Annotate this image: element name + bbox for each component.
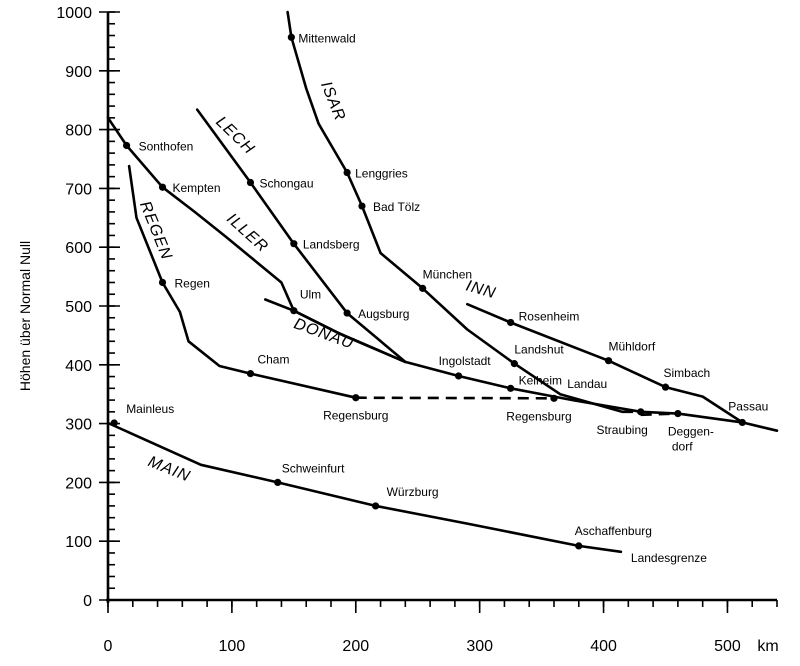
town-label: Landesgrenze (631, 551, 707, 565)
town-label: Aschaffenburg (575, 524, 652, 538)
town-label: Straubing (596, 423, 647, 437)
town-label: Landshut (514, 343, 564, 357)
town-label: Mittenwald (298, 31, 355, 45)
river-name-label: ISAR (317, 79, 348, 124)
town-label: Regen (175, 276, 210, 290)
town-marker (246, 370, 255, 378)
town-marker (372, 502, 380, 510)
town-marker (419, 284, 427, 292)
town-marker (674, 410, 682, 418)
town-marker (274, 478, 282, 486)
town-label: Simbach (664, 366, 711, 380)
town-label: München (423, 267, 472, 281)
river-name-label: DONAU (291, 315, 356, 352)
town-marker (507, 318, 515, 327)
town-marker (637, 408, 645, 416)
town-marker (290, 307, 298, 315)
town-label: Bad Tölz (373, 200, 420, 214)
town-label: Landau (567, 377, 607, 391)
town-label: Mühldorf (609, 340, 656, 354)
town-label: Schweinfurt (282, 461, 345, 475)
y-tick-label: 100 (65, 534, 92, 551)
river-line-regen (127, 164, 252, 375)
town-marker (287, 33, 295, 41)
river-name-label: ILLER (223, 210, 271, 256)
labels: ISARLECHILLERREGENDONAUINNMAINMittenwald… (126, 31, 768, 565)
y-tick-label: 900 (65, 64, 92, 81)
town-marker (122, 141, 131, 150)
x-tick-label: 400 (590, 638, 617, 655)
town-label: Schongau (259, 177, 313, 191)
town-marker (158, 278, 167, 287)
y-tick-label: 1000 (56, 5, 92, 22)
town-label: Ulm (300, 288, 321, 302)
town-label: Kelheim (519, 373, 562, 387)
town-label: Passau (728, 399, 768, 413)
town-label: Kempten (173, 181, 221, 195)
town-label: Regensburg (506, 409, 571, 423)
y-tick-label: 400 (65, 358, 92, 375)
x-tick-label: 500 (714, 638, 741, 655)
town-label: Würzburg (387, 485, 439, 499)
town-marker (661, 383, 670, 391)
town-label: Lenggries (355, 167, 408, 181)
y-axis-title: Höhen über Normal Null (17, 241, 33, 391)
town-marker (290, 240, 298, 248)
town-markers (110, 33, 746, 550)
town-marker (604, 357, 613, 365)
town-marker (455, 372, 463, 380)
river-line-inn (465, 302, 744, 424)
town-marker (550, 394, 558, 402)
dashed-connector (355, 396, 555, 400)
x-tick-label: 200 (342, 638, 369, 655)
town-label: Regensburg (323, 409, 388, 423)
town-label: dorf (672, 440, 693, 454)
town-label: Rosenheim (519, 309, 580, 323)
river-line-donau-regen (249, 372, 358, 400)
town-marker (343, 168, 351, 177)
town-marker (110, 419, 118, 427)
river-name-label: LECH (212, 113, 257, 158)
town-label: Landsberg (303, 238, 360, 252)
y-tick-label: 700 (65, 181, 92, 198)
town-marker (343, 309, 351, 317)
town-label: Mainleus (126, 402, 174, 416)
town-marker (358, 202, 366, 210)
town-marker (738, 418, 746, 427)
x-axis-unit: km (757, 638, 778, 655)
town-label: Sonthofen (139, 139, 194, 153)
town-marker (510, 360, 518, 368)
town-label: Augsburg (358, 307, 409, 321)
town-marker (158, 183, 167, 191)
river-line-main (106, 421, 623, 554)
dashed-connector (640, 412, 678, 417)
y-tick-label: 500 (65, 299, 92, 316)
town-marker (246, 178, 255, 187)
y-tick-label: 300 (65, 417, 92, 434)
town-marker (352, 394, 360, 402)
axes: 0 100 200 300 400 500 600 700 800 900 1000 0 100 200 3… (17, 5, 779, 655)
town-label: Cham (257, 353, 289, 367)
y-tick-label: 800 (65, 123, 92, 140)
x-tick-label: 0 (104, 638, 113, 655)
x-tick-label: 300 (466, 638, 493, 655)
town-marker (507, 384, 515, 392)
town-label: Deggen- (668, 425, 714, 439)
y-tick-label: 0 (83, 593, 92, 610)
river-line-isar (286, 10, 624, 414)
y-tick-label: 600 (65, 240, 92, 257)
x-tick-label: 100 (219, 638, 246, 655)
town-label: Ingolstadt (439, 354, 492, 368)
town-marker (575, 542, 583, 550)
y-tick-label: 200 (65, 475, 92, 492)
